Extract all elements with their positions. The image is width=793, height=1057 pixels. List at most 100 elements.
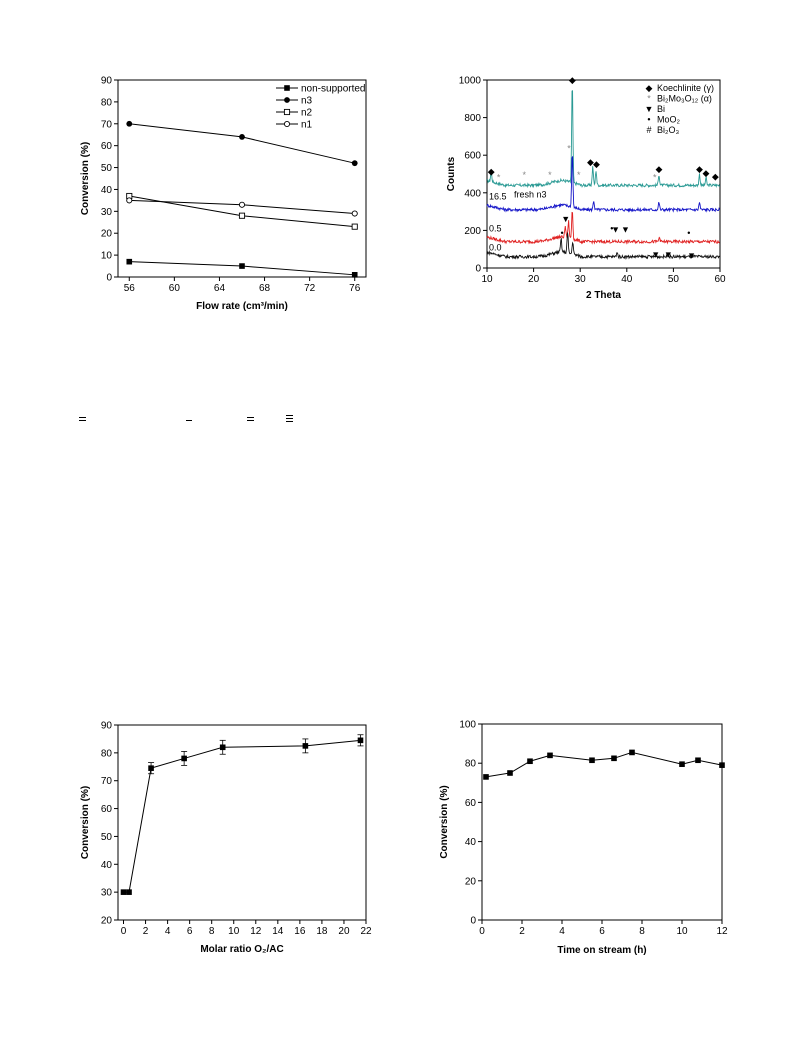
x-tick-label: 4 (559, 926, 565, 937)
xrd-pattern-fresh n3 (486, 90, 721, 189)
legend-symbol: * (647, 94, 651, 104)
data-point-n1 (351, 210, 358, 217)
legend-label-n3: n3 (301, 96, 313, 107)
legend-label: MoO₂ (657, 115, 681, 125)
data-point (148, 765, 154, 771)
y-tick-label: 80 (101, 748, 113, 759)
xrd-pattern-0.0 (486, 232, 720, 260)
y-tick-label: 70 (101, 119, 113, 130)
series-line (485, 751, 723, 778)
phase-marker: * (548, 170, 552, 180)
y-tick-label: 40 (465, 837, 477, 848)
phase-marker: ◆ (569, 75, 576, 85)
x-tick-label: 2 (143, 926, 149, 937)
phase-marker: * (497, 173, 501, 183)
y-tick-label: 600 (464, 151, 481, 162)
data-point (527, 758, 533, 765)
x-tick-label: 8 (209, 926, 215, 937)
legend-label: Bi₂O₃ (657, 125, 679, 135)
legend-marker-n1 (283, 120, 291, 128)
x-tick-label: 14 (272, 926, 284, 937)
data-point-n1 (238, 201, 246, 208)
y-tick-label: 30 (101, 207, 113, 218)
y-tick-label: 80 (465, 759, 477, 770)
phase-marker: ▼ (611, 224, 620, 234)
x-tick-label: 60 (714, 274, 726, 285)
phase-marker: ▼ (664, 250, 673, 260)
phase-marker: ◆ (703, 168, 710, 178)
data-point-n1 (126, 197, 133, 204)
phase-marker: • (610, 223, 613, 233)
phase-marker: ▼ (561, 214, 570, 224)
data-point (695, 757, 701, 764)
y-tick-label: 0 (475, 264, 481, 275)
phase-marker: ▼ (687, 251, 696, 261)
x-tick-label: 8 (639, 926, 645, 937)
triple-bar-mark (286, 421, 293, 422)
phase-marker: * (567, 143, 571, 153)
data-point-n3 (126, 120, 133, 127)
x-tick-label: 0 (121, 926, 127, 937)
data-point (483, 774, 489, 780)
data-point-non-supported (126, 258, 133, 265)
triple-bar-mark (286, 418, 293, 419)
triple-bar-mark (286, 415, 293, 416)
phase-marker: ◆ (655, 164, 662, 174)
legend-marker-n2 (283, 108, 291, 116)
phase-marker: ▼ (621, 224, 630, 234)
x-tick-label: 22 (360, 926, 372, 937)
x-tick-label: 12 (716, 926, 728, 937)
y-tick-label: 10 (101, 251, 113, 262)
x-tick-label: 40 (621, 274, 633, 285)
pattern-label-0-0: 0.0 (489, 243, 502, 253)
data-point-n2 (238, 212, 246, 219)
x-tick-label: 30 (575, 274, 587, 285)
x-tick-label: 10 (481, 274, 493, 285)
x-axis-label: Molar ratio O₂/AC (200, 944, 283, 955)
x-tick-label: 76 (349, 283, 361, 294)
x-tick-label: 68 (259, 283, 271, 294)
phase-marker: * (577, 170, 581, 180)
legend-symbol: • (647, 115, 650, 125)
x-axis-label: 2 Theta (586, 290, 621, 301)
data-point (126, 889, 132, 895)
data-point-non-supported (351, 272, 358, 278)
pattern-label-16-5: 16.5 (489, 192, 507, 202)
y-tick-label: 30 (101, 888, 113, 899)
y-tick-label: 20 (101, 916, 113, 927)
y-axis-label: Conversion (%) (80, 142, 91, 215)
y-tick-label: 80 (101, 97, 113, 108)
plot-frame (486, 79, 721, 269)
data-point (302, 743, 309, 749)
y-tick-label: 50 (101, 832, 113, 843)
plot-frame (117, 79, 367, 278)
legend-label: Bi (657, 104, 665, 114)
x-tick-label: 18 (316, 926, 328, 937)
y-tick-label: 60 (465, 798, 477, 809)
phase-marker: ◆ (712, 172, 719, 182)
x-tick-label: 56 (124, 283, 136, 294)
legend-label-n1: n1 (301, 120, 313, 131)
equals-mark (79, 420, 86, 421)
x-tick-label: 4 (165, 926, 171, 937)
legend-symbol: # (646, 125, 651, 135)
phase-marker: ▼ (651, 250, 660, 260)
legend-symbol: ▼ (645, 104, 654, 114)
x-tick-label: 72 (304, 283, 316, 294)
data-point (181, 755, 187, 762)
y-tick-label: 1000 (459, 76, 482, 87)
y-tick-label: 20 (465, 876, 477, 887)
y-tick-label: 0 (470, 916, 476, 927)
legend-marker-n3 (284, 97, 290, 103)
legend-label-n2: n2 (301, 108, 313, 119)
xrd-pattern-16.5 (486, 156, 721, 213)
y-tick-label: 60 (101, 804, 113, 815)
data-point (547, 752, 553, 759)
data-point (219, 744, 226, 751)
x-axis-label: Flow rate (cm³/min) (196, 301, 288, 312)
phase-marker: * (653, 173, 657, 183)
y-tick-label: 20 (101, 229, 113, 240)
